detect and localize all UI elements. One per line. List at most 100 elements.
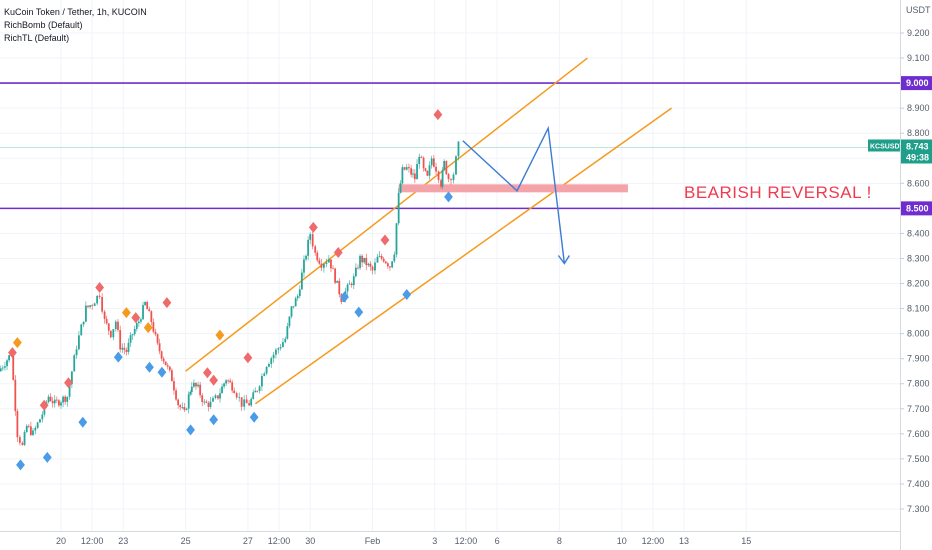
candle-body xyxy=(144,302,147,306)
candle-body xyxy=(252,392,255,399)
candle-body xyxy=(309,234,312,240)
candle-body xyxy=(268,363,270,367)
last-price-tag xyxy=(901,139,932,164)
sell-signal-diamond xyxy=(8,347,17,359)
sell-signal-diamond xyxy=(209,374,219,386)
sell-signal-diamond xyxy=(380,234,390,246)
candle-body xyxy=(437,171,440,181)
candle-body xyxy=(12,355,15,380)
candle-body xyxy=(75,349,78,356)
candle-body xyxy=(53,399,56,404)
candle-body xyxy=(164,361,167,366)
candle-body xyxy=(4,366,6,368)
candle-body xyxy=(270,358,273,364)
x-tick-label: 6 xyxy=(495,536,500,546)
level-tag-label: 9.000 xyxy=(906,78,929,88)
candle-body xyxy=(346,284,349,292)
candle-body xyxy=(263,373,266,376)
candle-body xyxy=(21,442,24,445)
candle-body xyxy=(214,395,217,399)
candle-body xyxy=(93,303,96,306)
candle-body xyxy=(123,347,126,350)
candle-body xyxy=(137,321,140,324)
sell-signal-diamond xyxy=(122,307,131,319)
candle-body xyxy=(121,347,124,350)
buy-signal-diamond xyxy=(354,306,364,318)
candle-body xyxy=(127,342,130,352)
buy-signal-diamond xyxy=(340,291,349,303)
candle-body xyxy=(318,260,321,264)
candle-body xyxy=(51,401,54,404)
candle-body xyxy=(290,306,293,317)
sell-signal-diamond xyxy=(12,337,22,349)
y-tick-label: 8.100 xyxy=(907,304,930,314)
x-tick-label: 15 xyxy=(741,536,751,546)
candle-body xyxy=(430,158,433,166)
y-axis-ticks: 9.2009.1009.0008.9008.8008.7008.6008.500… xyxy=(900,28,930,514)
x-tick-label: 13 xyxy=(679,536,689,546)
candle-body xyxy=(363,257,366,263)
candle-body xyxy=(334,268,337,283)
candle-body xyxy=(36,422,39,428)
candle-body xyxy=(292,306,295,308)
candle-body xyxy=(160,351,163,359)
y-tick-label: 7.800 xyxy=(907,379,930,389)
candle-body xyxy=(357,267,359,269)
candle-body xyxy=(29,426,32,436)
candle-body xyxy=(85,305,87,322)
channel-lower-line xyxy=(254,107,672,405)
candle-body xyxy=(199,384,202,396)
signals xyxy=(8,109,453,471)
candle-body xyxy=(393,254,396,262)
candle-body xyxy=(389,266,391,268)
buy-signal-diamond xyxy=(209,414,219,426)
candle-body xyxy=(133,328,136,335)
price-unit-label: USDT xyxy=(906,5,931,15)
x-tick-label: 30 xyxy=(305,536,315,546)
candle-body xyxy=(156,334,159,344)
candle-body xyxy=(101,296,104,312)
y-tick-label: 9.100 xyxy=(907,53,930,63)
candle-body xyxy=(452,174,455,181)
candle-body xyxy=(300,272,303,290)
candle-body xyxy=(325,262,328,265)
candle-body xyxy=(305,255,307,260)
y-tick-label: 8.400 xyxy=(907,228,930,238)
level-tag-label: 8.500 xyxy=(906,203,929,213)
candle-body xyxy=(428,165,431,176)
candle-body xyxy=(440,180,442,187)
candle-body xyxy=(219,393,221,399)
candle-body xyxy=(217,395,219,399)
candle-body xyxy=(397,192,400,224)
candle-body xyxy=(441,169,444,187)
candle-body xyxy=(294,298,297,307)
buy-signal-diamond xyxy=(249,411,259,423)
candle-body xyxy=(73,355,76,372)
candle-body xyxy=(416,163,418,180)
candle-body xyxy=(443,160,446,170)
y-tick-label: 7.900 xyxy=(907,354,930,364)
x-tick-label: 12:00 xyxy=(455,536,478,546)
candle-body xyxy=(166,365,169,367)
candle-body xyxy=(376,256,379,263)
candle-body xyxy=(424,168,427,171)
candle-body xyxy=(240,397,243,407)
y-tick-label: 8.300 xyxy=(907,253,930,263)
candle-body xyxy=(265,366,268,374)
candle-body xyxy=(380,255,383,259)
candle-body xyxy=(207,402,210,407)
candle-body xyxy=(350,283,353,286)
candle-body xyxy=(41,414,44,420)
candle-body xyxy=(158,343,161,352)
candle-body xyxy=(181,407,184,408)
sell-signal-diamond xyxy=(215,329,225,341)
sell-signal-diamond xyxy=(143,322,153,334)
candle-body xyxy=(183,407,186,410)
last-price-countdown: 49:38 xyxy=(906,152,929,162)
candle-body xyxy=(96,295,99,304)
candle-body xyxy=(175,390,177,400)
horizontal-levels xyxy=(0,82,900,210)
candle-body xyxy=(447,174,450,180)
